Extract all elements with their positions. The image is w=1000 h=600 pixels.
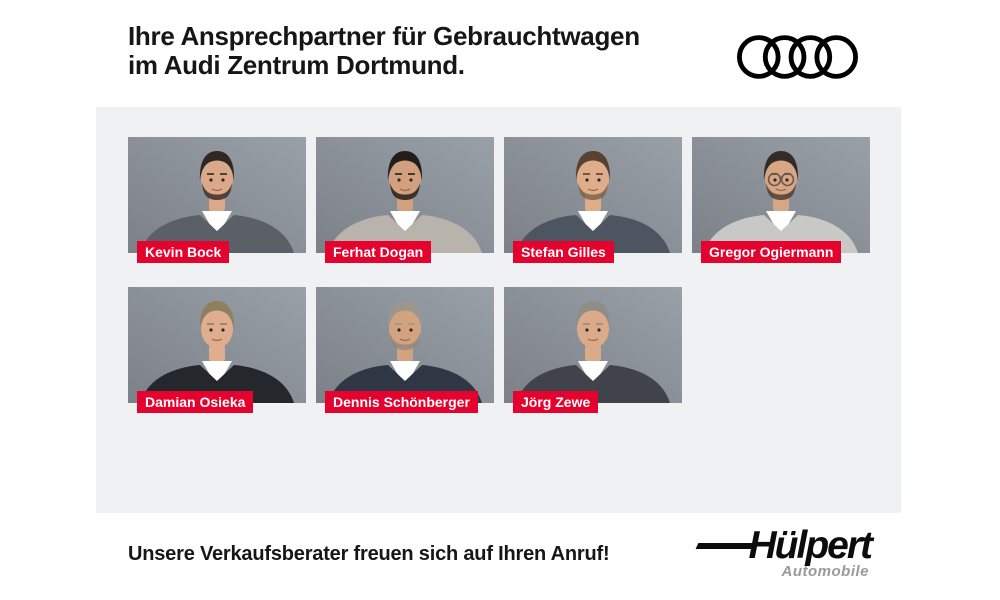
team-member-card: Stefan Gilles: [504, 137, 682, 263]
team-member-card: Damian Osieka: [128, 287, 306, 413]
team-member-card: Gregor Ogiermann: [692, 137, 870, 263]
portrait-photo: [316, 137, 494, 253]
page-title-line2: im Audi Zentrum Dortmund.: [128, 50, 465, 80]
name-tag: Ferhat Dogan: [325, 241, 432, 263]
portrait-photo: [128, 137, 306, 253]
portrait-photo: [692, 137, 870, 253]
team-member-card: Dennis Schönberger: [316, 287, 494, 413]
portrait-photo: [504, 287, 682, 403]
portrait-photo: [316, 287, 494, 403]
name-tag: Dennis Schönberger: [325, 391, 478, 413]
portrait-photo: [128, 287, 306, 403]
team-panel: Kevin Bock Ferhat Dogan Stefan Gilles Gr…: [96, 107, 901, 513]
name-tag-label: Gregor Ogiermann: [709, 244, 834, 260]
name-tag: Jörg Zewe: [513, 391, 599, 413]
page-title-line1: Ihre Ansprechpartner für Gebrauchtwagen: [128, 21, 640, 51]
name-tag-label: Damian Osieka: [145, 394, 246, 410]
huelpert-logo-subtitle: Automobile: [781, 563, 869, 580]
name-tag: Stefan Gilles: [513, 241, 614, 263]
footer-message: Unsere Verkaufsberater freuen sich auf I…: [128, 543, 610, 565]
name-tag: Gregor Ogiermann: [701, 241, 842, 263]
audi-rings-logo-icon: [737, 35, 858, 79]
huelpert-automobile-logo: Hülpert Automobile: [695, 524, 873, 586]
team-member-card: Ferhat Dogan: [316, 137, 494, 263]
name-tag-label: Ferhat Dogan: [333, 244, 424, 260]
huelpert-logo-bar: [695, 543, 755, 549]
team-member-card: Jörg Zewe: [504, 287, 682, 413]
team-member-card: Kevin Bock: [128, 137, 306, 263]
portrait-photo: [504, 137, 682, 253]
name-tag-label: Dennis Schönberger: [333, 394, 470, 410]
page-title: Ihre Ansprechpartner für Gebrauchtwagen …: [128, 22, 640, 80]
name-tag-label: Stefan Gilles: [521, 244, 606, 260]
name-tag-label: Kevin Bock: [145, 244, 222, 260]
huelpert-logo-wordmark: Hülpert: [748, 524, 873, 567]
name-tag: Kevin Bock: [137, 241, 230, 263]
name-tag-label: Jörg Zewe: [521, 394, 591, 410]
name-tag: Damian Osieka: [137, 391, 254, 413]
